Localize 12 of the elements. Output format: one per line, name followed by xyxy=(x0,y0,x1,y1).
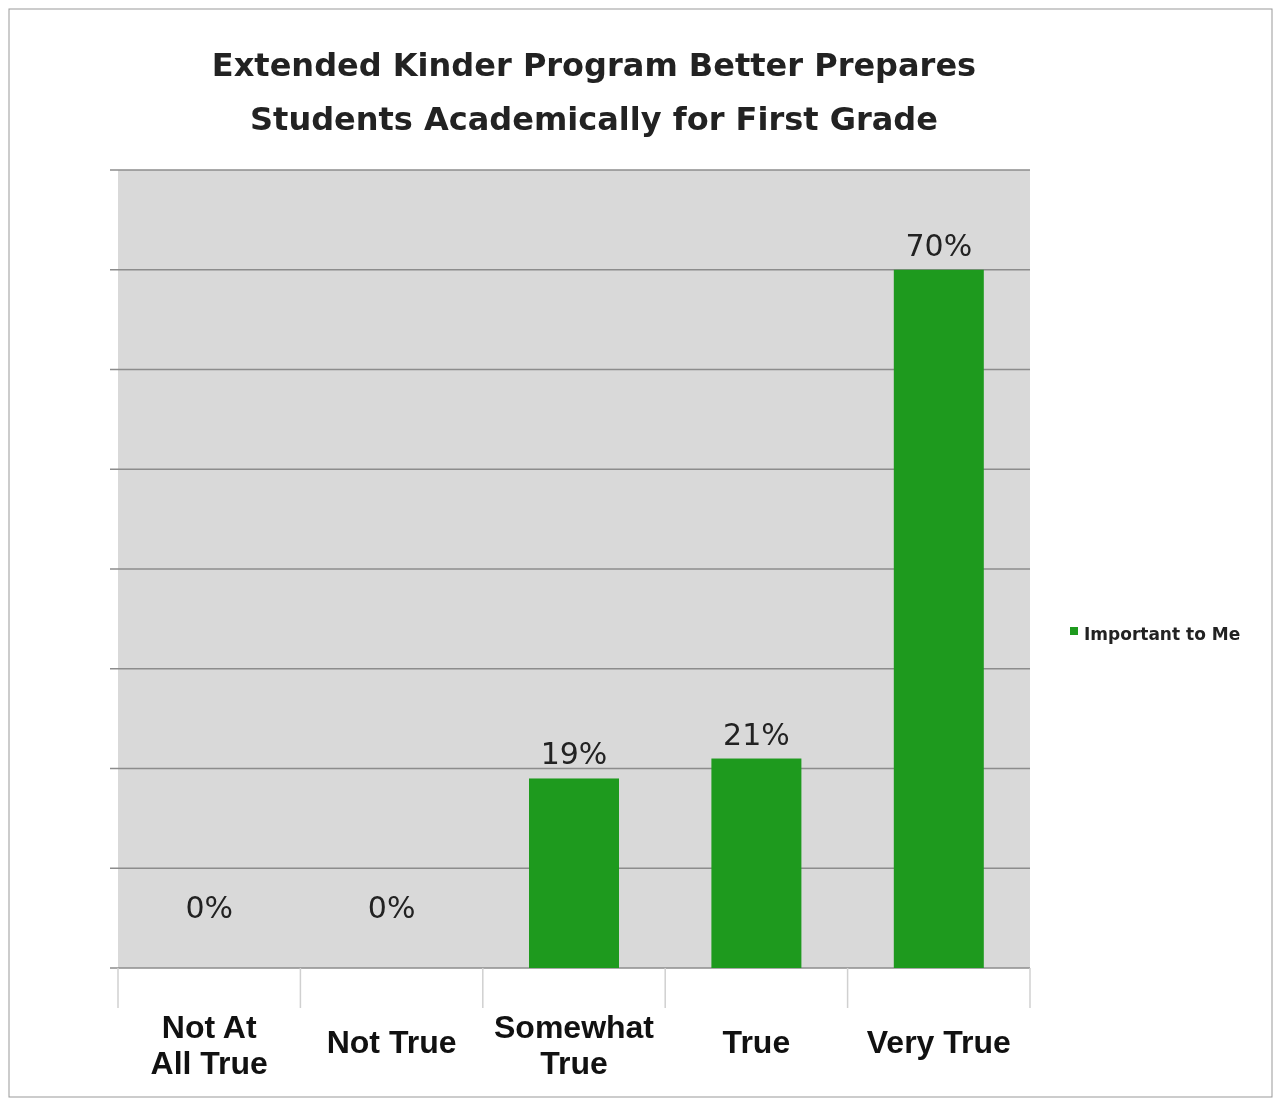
chart-title: Extended Kinder Program Better Prepares Students Academically for First Grade xyxy=(211,46,977,138)
data-label: 70% xyxy=(905,227,973,263)
data-label: 0% xyxy=(367,890,416,926)
x-tick-label: Very True xyxy=(866,1024,1011,1060)
x-tick-label: Not True xyxy=(326,1024,457,1060)
data-label: 19% xyxy=(540,736,608,772)
x-tick-label: Not At All True xyxy=(150,1009,268,1081)
x-tick-label: True xyxy=(722,1024,791,1060)
data-label: 0% xyxy=(185,890,233,926)
legend-label: Important to Me xyxy=(1084,623,1241,644)
data-label: 21% xyxy=(723,716,790,752)
x-tick-label: Somewhat True xyxy=(493,1009,655,1081)
